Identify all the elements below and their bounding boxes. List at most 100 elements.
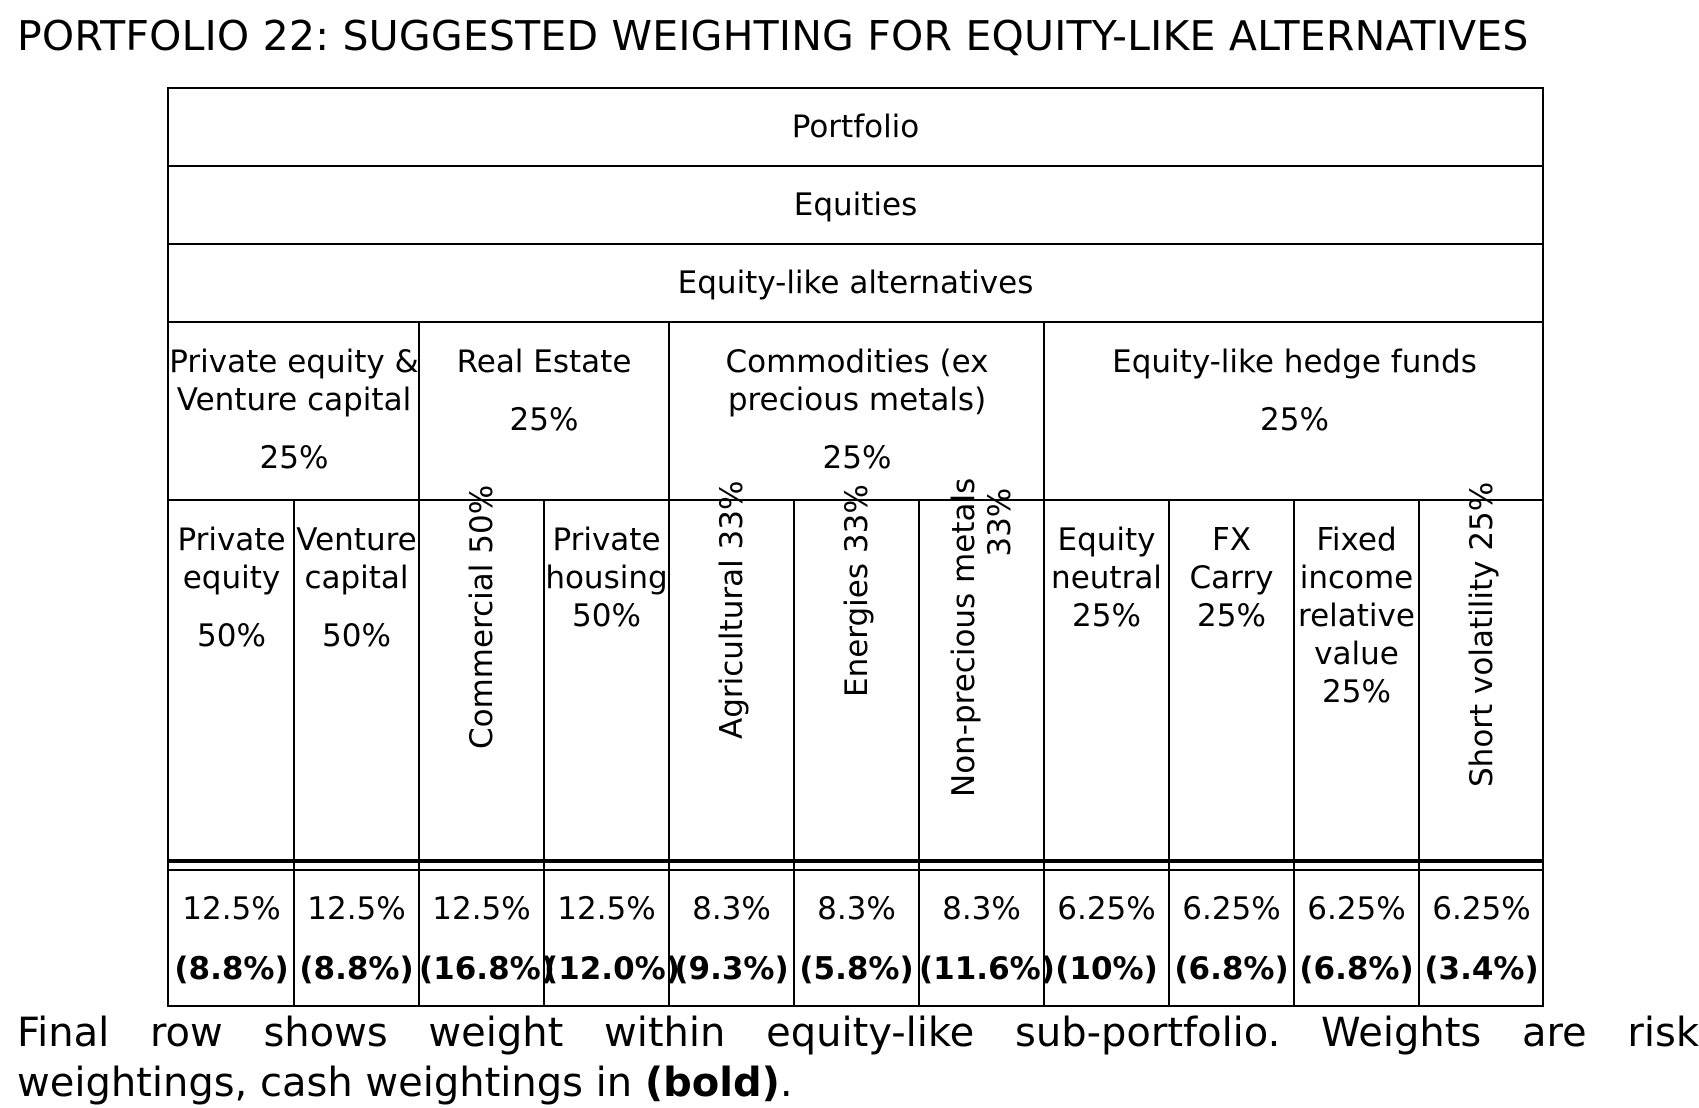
leaf-value: 6.25% (3.4%) — [1419, 871, 1544, 1007]
leaf-commercial: Commercial 50% — [419, 485, 544, 859]
risk-weight: 12.5% — [307, 891, 406, 927]
group-label: Venture capital — [176, 382, 412, 418]
leaf-private-housing: Private housing 50% — [544, 501, 669, 859]
leaf-value: 12.5% (16.8%) — [419, 871, 555, 1007]
cash-weight: (10%) — [1055, 951, 1158, 987]
footnote-line: weightings, cash weightings in (bold). — [17, 1058, 1699, 1108]
level-portfolio: Portfolio — [169, 89, 1542, 167]
level-alternatives-label: Equity-like alternatives — [677, 265, 1034, 301]
leaf-label-rotated: Non-precious metals 33% — [946, 478, 1018, 797]
group-label: precious metals) — [727, 382, 987, 418]
leaf-label: capital — [304, 560, 409, 596]
risk-weight: 12.5% — [432, 891, 531, 927]
leaf-pct: 50% — [197, 618, 266, 654]
leaf-non-precious-metals: Non-precious metals 33% — [919, 478, 1044, 859]
leaf-pct: 50% — [322, 618, 391, 654]
leaf-energies: Energies 33% — [794, 484, 919, 859]
group-private-equity-venture: Private equity & Venture capital 25% — [169, 323, 419, 501]
leaf-value: 8.3% (9.3%) — [669, 871, 794, 1007]
divider — [1043, 323, 1045, 1005]
leaf-label-rotated: Commercial 50% — [463, 484, 500, 749]
leaf-label: equity — [182, 560, 281, 596]
divider — [793, 499, 795, 1005]
group-pct: 25% — [822, 440, 892, 476]
risk-weight: 8.3% — [817, 891, 896, 927]
page-title: PORTFOLIO 22: SUGGESTED WEIGHTING FOR EQ… — [17, 12, 1529, 60]
leaf-value: 12.5% (8.8%) — [169, 871, 294, 1007]
footnote-line: Final row shows weight within equity-lik… — [17, 1010, 1699, 1056]
divider-thick — [169, 859, 1542, 863]
cash-weight: (3.4%) — [1424, 951, 1539, 987]
leaf-label-rotated-line: 33% — [981, 487, 1018, 557]
leaf-private-equity: Private equity 50% — [169, 501, 294, 859]
leaf-equity-neutral: Equity neutral 25% — [1044, 501, 1169, 859]
risk-weight: 8.3% — [692, 891, 771, 927]
leaf-label: Venture — [296, 522, 417, 558]
footnote-text: . — [779, 1060, 793, 1106]
risk-weight: 8.3% — [942, 891, 1021, 927]
leaf-label: Private — [552, 522, 661, 558]
leaf-pct: 50% — [572, 598, 641, 634]
level-equities: Equities — [169, 167, 1542, 245]
level-alternatives: Equity-like alternatives — [169, 245, 1542, 323]
leaf-label-rotated-line: Non-precious metals — [945, 477, 982, 797]
group-commodities: Commodities (ex precious metals) 25% — [669, 323, 1045, 501]
leaf-label: income — [1299, 560, 1414, 596]
leaf-value: 6.25% (6.8%) — [1169, 871, 1294, 1007]
divider — [293, 499, 295, 1005]
group-label: Equity-like hedge funds — [1112, 344, 1477, 380]
divider — [169, 869, 1542, 871]
footnote-bold: (bold) — [644, 1060, 780, 1106]
level-portfolio-label: Portfolio — [791, 109, 920, 145]
cash-weight: (6.8%) — [1174, 951, 1289, 987]
divider — [1293, 499, 1295, 1005]
leaf-label-rotated: Short volatility 25% — [1463, 481, 1500, 787]
risk-weight: 6.25% — [1432, 891, 1531, 927]
cash-weight: (11.6%) — [919, 951, 1055, 987]
cash-weight: (6.8%) — [1299, 951, 1414, 987]
divider — [918, 499, 920, 1005]
divider — [418, 323, 420, 1005]
leaf-label: FX — [1211, 522, 1252, 558]
divider — [169, 499, 1542, 501]
leaf-pct: 25% — [1322, 674, 1391, 710]
leaf-value: 6.25% (6.8%) — [1294, 871, 1419, 1007]
leaf-label: Private — [177, 522, 286, 558]
leaf-value: 12.5% (12.0%) — [544, 871, 680, 1007]
group-hedge-funds: Equity-like hedge funds 25% — [1045, 323, 1544, 501]
cash-weight: (8.8%) — [299, 951, 414, 987]
divider — [1168, 499, 1170, 1005]
divider — [543, 499, 545, 1005]
leaf-label: neutral — [1051, 560, 1162, 596]
leaf-label: housing — [545, 560, 668, 596]
leaf-label-rotated: Energies 33% — [838, 484, 875, 697]
leaf-short-volatility: Short volatility 25% — [1419, 482, 1544, 859]
group-label: Commodities (ex — [725, 344, 989, 380]
risk-weight: 6.25% — [1182, 891, 1281, 927]
group-label: Real Estate — [456, 344, 632, 380]
leaf-value: 8.3% (11.6%) — [919, 871, 1055, 1007]
cash-weight: (12.0%) — [544, 951, 680, 987]
risk-weight: 6.25% — [1307, 891, 1406, 927]
group-real-estate: Real Estate 25% — [419, 323, 669, 501]
weighting-tree: Portfolio Equities Equity-like alternati… — [167, 87, 1544, 1007]
cash-weight: (16.8%) — [419, 951, 555, 987]
risk-weight: 12.5% — [557, 891, 656, 927]
footnote-text: weightings, cash weightings in — [17, 1060, 645, 1106]
leaf-label-rotated: Agricultural 33% — [713, 480, 750, 739]
leaf-label: Carry — [1189, 560, 1274, 596]
cash-weight: (8.8%) — [174, 951, 289, 987]
group-pct: 25% — [259, 440, 329, 476]
leaf-value: 6.25% (10%) — [1044, 871, 1169, 1007]
leaf-label: Equity — [1057, 522, 1156, 558]
leaf-value: 8.3% (5.8%) — [794, 871, 919, 1007]
leaf-pct: 25% — [1197, 598, 1266, 634]
cash-weight: (9.3%) — [674, 951, 789, 987]
group-pct: 25% — [509, 402, 579, 438]
leaf-value: 12.5% (8.8%) — [294, 871, 419, 1007]
leaf-venture-capital: Venture capital 50% — [294, 501, 419, 859]
leaf-fx-carry: FX Carry 25% — [1169, 501, 1294, 859]
leaf-fixed-income-relative-value: Fixed income relative value 25% — [1294, 501, 1419, 859]
leaf-label: Fixed — [1316, 522, 1397, 558]
risk-weight: 6.25% — [1057, 891, 1156, 927]
